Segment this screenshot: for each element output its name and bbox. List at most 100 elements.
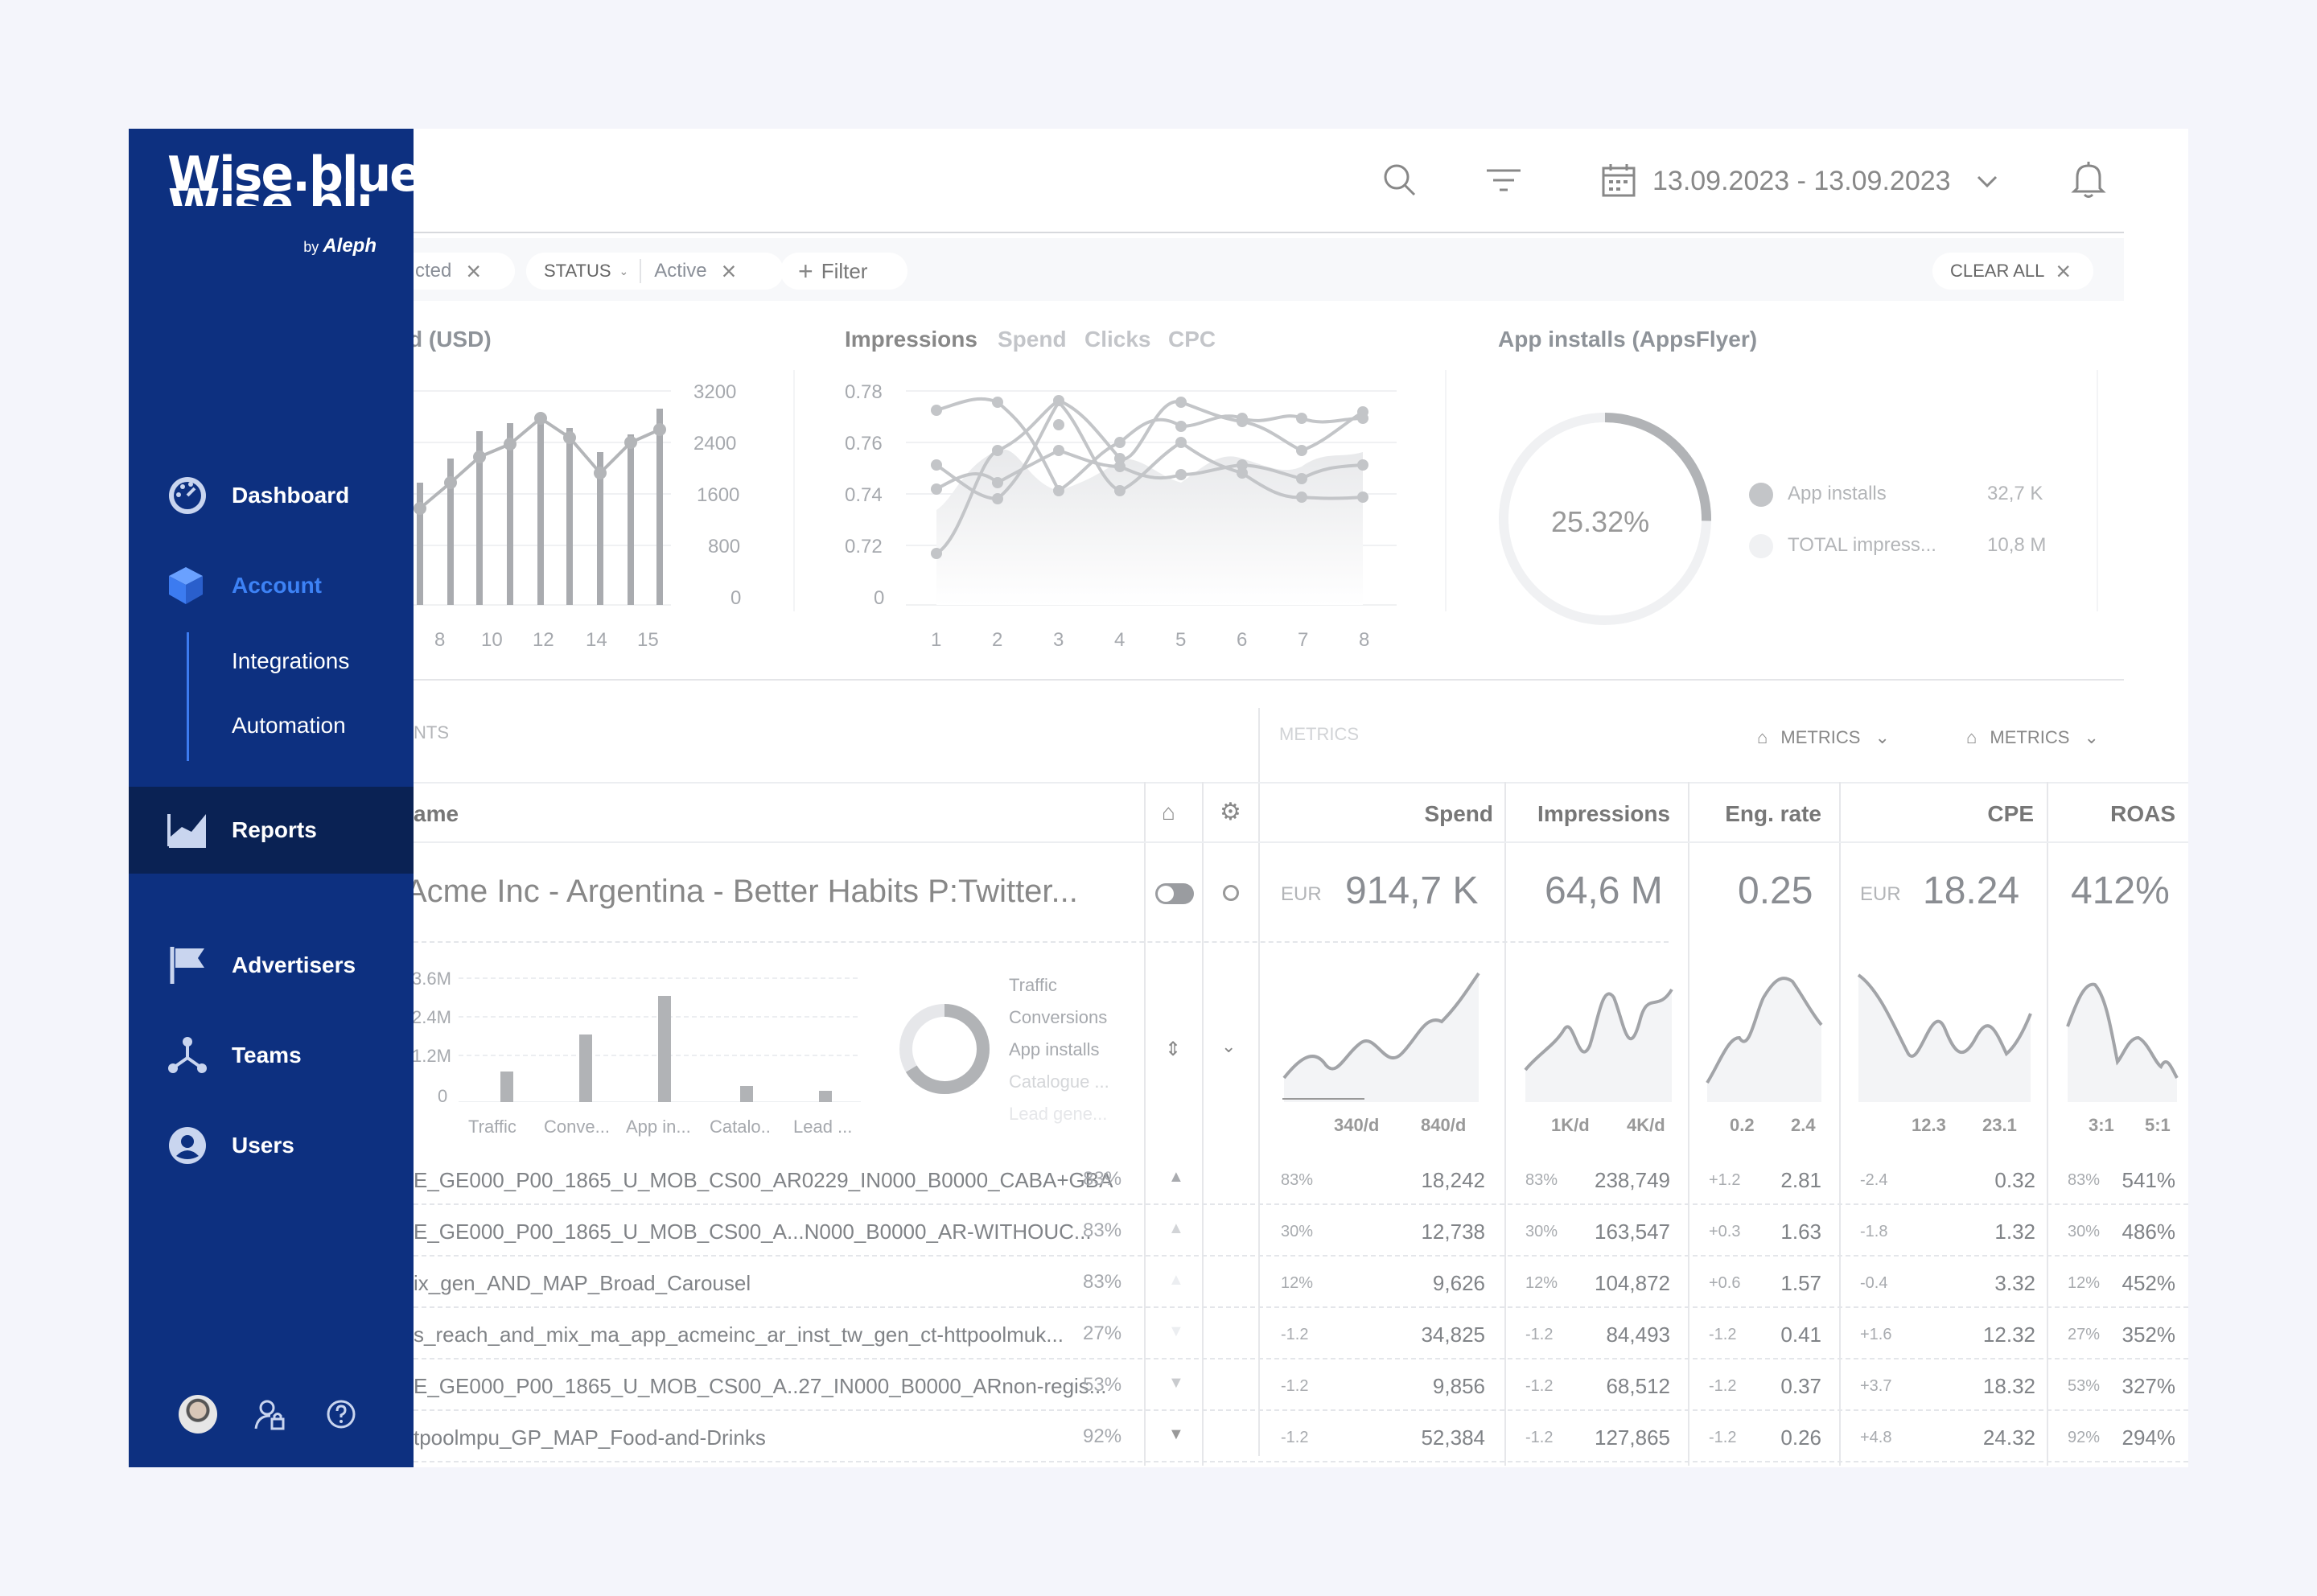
nav-integrations[interactable]: Integrations	[232, 648, 350, 673]
nav-automation[interactable]: Automation	[232, 713, 346, 738]
arrow-down-icon[interactable]: ▼	[1168, 1374, 1184, 1392]
arrow-up-icon[interactable]: ▲	[1168, 1220, 1184, 1237]
metrics-dropdown-1[interactable]: ⌂ METRICS ⌄	[1757, 727, 1890, 748]
table-row[interactable]: tpoolmpu_GP_MAP_Food-and-Drinks ▼ 92% -1.2 5…	[285, 1411, 2175, 1462]
chart2-tab-cpc[interactable]: CPC	[1168, 327, 1216, 352]
metrics-dropdown-2[interactable]: ⌂ METRICS ⌄	[1966, 727, 2099, 748]
chart2-tab-spend[interactable]: Spend	[998, 327, 1067, 352]
gear-icon[interactable]: ⚙	[1220, 799, 1241, 825]
cube-icon	[169, 567, 203, 604]
table-row[interactable]: s_reach_and_mix_ma_app_acmeinc_ar_inst_t…	[285, 1308, 2175, 1359]
roas-delta: 83%	[2068, 1171, 2101, 1189]
filter-chip-selected[interactable]: cted ×	[397, 253, 515, 290]
sort-icon[interactable]: ⇕	[1165, 1039, 1182, 1060]
date-range[interactable]: 13.09.2023 - 13.09.2023	[1652, 166, 1951, 196]
table-row[interactable]: ix_gen_AND_MAP_Broad_Carousel ▲ 83% 12% 9,62…	[285, 1257, 2175, 1308]
status-filter-chip[interactable]: STATUS ⌄ Active ×	[526, 253, 784, 290]
add-filter-button[interactable]: + Filter	[780, 253, 907, 290]
nav-account[interactable]: Account	[129, 542, 414, 629]
column-header-cpe[interactable]: CPE	[1987, 801, 2034, 826]
divider	[414, 782, 2188, 784]
legend-dot	[1749, 534, 1773, 558]
spend-range-min: 340/d	[1334, 1115, 1380, 1135]
rocket-icon[interactable]: ⌂	[1162, 800, 1175, 825]
chart2-ytick: 0.72	[845, 536, 883, 557]
help-icon[interactable]	[327, 1400, 356, 1429]
nav-teams[interactable]: Teams	[129, 1012, 414, 1099]
bar	[566, 428, 573, 605]
sparkline	[1857, 973, 2032, 1058]
mini-ytick: 0	[438, 1086, 448, 1106]
avatar[interactable]	[179, 1395, 217, 1434]
chart2-tab-clicks[interactable]: Clicks	[1084, 327, 1151, 352]
metrics-dropdown-label: METRICS	[1990, 727, 2070, 747]
search-icon[interactable]	[1382, 162, 1418, 198]
divider	[414, 679, 2124, 681]
chart2-plot	[906, 390, 1397, 606]
chevron-down-icon[interactable]: ⌄	[1221, 1036, 1237, 1056]
nav-label: Advertisers	[232, 952, 356, 977]
summary-cpe: 18.24	[1923, 870, 2020, 912]
user-lock-icon[interactable]	[254, 1398, 286, 1430]
chart1-xtick: 10	[481, 629, 503, 651]
arrow-up-icon[interactable]: ▲	[1168, 1271, 1184, 1289]
table-row[interactable]: E_GE000_P00_1865_U_MOB_CS00_AR0229_IN000…	[285, 1154, 2175, 1205]
donut-slice	[1499, 413, 1711, 625]
bar	[597, 452, 603, 605]
nav-advertisers[interactable]: Advertisers	[129, 922, 414, 1009]
column-header-spend[interactable]: Spend	[1424, 801, 1493, 826]
campaign-name[interactable]: Acme Inc - Argentina - Better Habits P:T…	[405, 874, 1078, 909]
bell-icon[interactable]	[2069, 159, 2108, 200]
column-header-name[interactable]: ame	[414, 801, 459, 826]
cpe-value: 0.32	[1994, 1168, 2035, 1192]
roas-value: 294%	[2122, 1425, 2176, 1450]
nav-dashboard[interactable]: Dashboard	[129, 452, 414, 539]
cpe-value: 1.32	[1994, 1220, 2035, 1244]
nav-users[interactable]: Users	[129, 1102, 414, 1189]
nav-reports[interactable]: Reports	[129, 787, 414, 874]
spend-delta: 12%	[1281, 1274, 1314, 1292]
nav-label: Users	[232, 1133, 294, 1158]
chart2-tab-impressions[interactable]: Impressions	[845, 327, 977, 352]
table-row[interactable]: E_GE000_P00_1865_U_MOB_CS00_A...N000_B00…	[285, 1205, 2175, 1257]
close-icon[interactable]: ×	[466, 256, 482, 286]
row-percent: 27%	[1083, 1322, 1122, 1344]
spend-value: 18,242	[1421, 1168, 1485, 1192]
clear-all-button[interactable]: CLEAR ALL ×	[1932, 253, 2093, 290]
row-name: E_GE000_P00_1865_U_MOB_CS00_A..27_IN000_…	[414, 1374, 1107, 1398]
table-row[interactable]: E_GE000_P00_1865_U_MOB_CS00_A..27_IN000_…	[285, 1359, 2175, 1411]
chart1-xtick: 8	[434, 629, 446, 651]
roas-value: 452%	[2122, 1271, 2176, 1295]
sidebar: Wise.blue Wise.blue by Aleph Dashboard A…	[129, 129, 422, 1467]
arrow-down-icon[interactable]: ▼	[1168, 1322, 1184, 1340]
chevron-down-icon[interactable]: ⌄	[619, 264, 629, 278]
bar	[447, 459, 454, 605]
nav-label: Account	[232, 573, 322, 598]
mini-xtick: Traffic	[468, 1117, 516, 1137]
chevron-down-icon[interactable]	[1976, 174, 1998, 190]
legend-label: TOTAL impress...	[1788, 534, 1936, 556]
column-header-impressions[interactable]: Impressions	[1537, 801, 1670, 826]
spend-value: 9,856	[1432, 1374, 1485, 1398]
column-header-roas[interactable]: ROAS	[2110, 801, 2175, 826]
arrow-down-icon[interactable]: ▼	[1168, 1425, 1184, 1443]
arrow-up-icon[interactable]: ▲	[1168, 1168, 1184, 1186]
bar	[476, 431, 483, 605]
column-header-eng-rate[interactable]: Eng. rate	[1725, 801, 1821, 826]
chart3-donut	[1499, 413, 1711, 625]
roas-delta: 53%	[2068, 1377, 2101, 1395]
mini-ytick: 3.6M	[412, 969, 451, 989]
spend-value: 34,825	[1421, 1322, 1485, 1347]
roas-delta: 12%	[2068, 1274, 2101, 1292]
chart1-ytick: 3200	[693, 381, 737, 403]
series-line	[936, 397, 1364, 493]
filter-bar: cted × STATUS ⌄ Active × + Filter CLEAR …	[397, 238, 2124, 301]
eng-rate-value: 0.41	[1780, 1322, 1821, 1347]
close-icon[interactable]: ×	[721, 256, 737, 286]
toggle-switch[interactable]	[1155, 883, 1194, 904]
roas-range-max: 5:1	[2145, 1115, 2171, 1135]
dashboard-icon	[169, 477, 206, 514]
calendar-icon[interactable]	[1601, 162, 1636, 198]
target-icon[interactable]	[1223, 885, 1239, 901]
filter-icon[interactable]	[1485, 166, 1522, 198]
